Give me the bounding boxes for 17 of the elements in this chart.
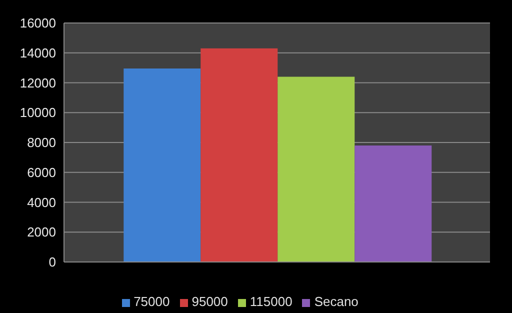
bar — [278, 76, 355, 262]
legend-label: 115000 — [250, 294, 292, 309]
y-tick-label: 14000 — [20, 45, 56, 60]
y-tick-label: 0 — [48, 254, 56, 270]
y-tick-label: 8000 — [27, 135, 56, 150]
bar — [124, 68, 201, 262]
y-tick-label: 16000 — [20, 16, 56, 31]
bar — [354, 145, 432, 262]
legend-label: Secano — [314, 294, 358, 309]
y-tick-label: 6000 — [27, 164, 56, 180]
y-tick-label: 12000 — [20, 75, 56, 90]
y-tick-label: 10000 — [20, 105, 56, 120]
bar — [200, 48, 278, 262]
legend-label: 95000 — [192, 294, 228, 309]
y-tick-label: 4000 — [27, 194, 56, 210]
y-tick-label: 2000 — [27, 224, 56, 240]
legend-label: 75000 — [134, 294, 170, 309]
